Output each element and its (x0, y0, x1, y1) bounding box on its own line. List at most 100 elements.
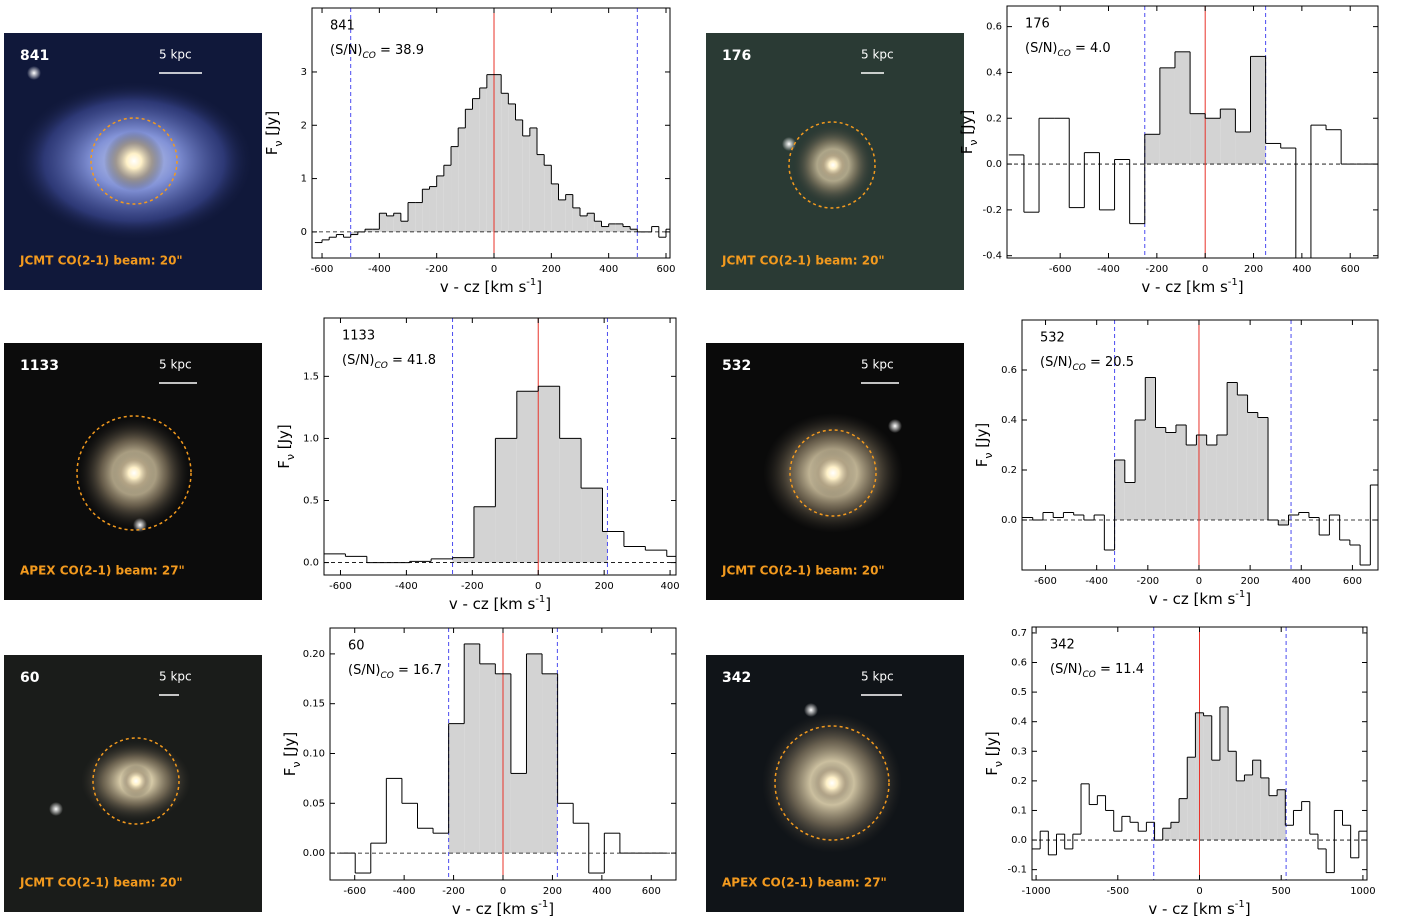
galaxy-core (104, 131, 164, 191)
sn-subscript: CO (1058, 49, 1071, 59)
sn-label: (S/N) (1050, 662, 1083, 677)
y-tick-label: 0.0 (1011, 835, 1027, 846)
x-tick-label: 0 (500, 886, 506, 897)
annotation-sn: (S/N)CO = 16.7 (348, 663, 442, 681)
galaxy-image: 532 5 kpc JCMT CO(2-1) beam: 20" (706, 343, 964, 600)
shaded-flux (538, 386, 560, 563)
y-axis-label: Fν [Jy] (275, 424, 297, 469)
shaded-flux (495, 438, 517, 563)
shaded-flux (1260, 777, 1269, 841)
shaded-flux (522, 135, 530, 232)
beam-label: JCMT CO(2-1) beam: 20" (721, 564, 885, 578)
y-tick-label: 1.0 (303, 433, 319, 444)
y-tick-label: 0.4 (1001, 415, 1017, 426)
shaded-flux (1288, 515, 1292, 520)
star (888, 419, 902, 433)
beam-label: APEX CO(2-1) beam: 27" (722, 876, 887, 890)
x-label-text: v - cz [km s (452, 900, 539, 918)
y-tick-label: 0.4 (986, 67, 1002, 78)
scale-label: 5 kpc (861, 670, 894, 684)
scale-label: 5 kpc (159, 48, 192, 62)
x-tick-label: -400 (368, 264, 391, 275)
shaded-flux (1219, 706, 1229, 841)
shaded-flux (1203, 715, 1212, 841)
scale-label: 5 kpc (861, 358, 894, 372)
x-axis-label: v - cz [km s-1] (1149, 589, 1251, 608)
y-tick-label: 1.5 (303, 371, 319, 382)
x-tick-label: 200 (1241, 576, 1260, 587)
axes-frame (1021, 319, 1379, 571)
x-label-sup: -1 (1228, 277, 1238, 288)
shaded-flux (1252, 760, 1261, 841)
galaxy-id: 532 (722, 358, 751, 374)
shaded-flux (458, 127, 466, 232)
y-tick-label: -0.1 (1007, 865, 1027, 876)
sn-subscript: CO (1083, 670, 1096, 680)
sn-label: (S/N) (1025, 41, 1058, 56)
sn-value: = 16.7 (394, 663, 442, 678)
shaded-flux (408, 202, 416, 232)
x-label-sup: -1 (1235, 589, 1245, 600)
shaded-flux (1165, 432, 1176, 520)
y-tick-label: 0.2 (986, 113, 1002, 124)
axes-frame (311, 7, 671, 259)
y-axis-label: Fν [Jy] (983, 731, 1005, 776)
annotation-id: 342 (1050, 638, 1075, 653)
y-label-text: [Jy] (958, 110, 976, 140)
shaded-flux (1227, 382, 1238, 520)
shaded-flux (464, 643, 480, 854)
x-tick-label: 200 (595, 581, 614, 592)
shaded-flux (594, 221, 602, 232)
y-tick-label: 0.0 (303, 558, 319, 569)
shaded-flux (544, 165, 552, 232)
shaded-flux (516, 391, 539, 563)
y-tick-label: -0.2 (982, 205, 1002, 216)
x-label-text: ] (545, 595, 551, 613)
shaded-flux (1277, 789, 1286, 841)
shaded-flux (1206, 445, 1217, 520)
plot-area (324, 318, 676, 575)
x-axis-label: v - cz [km s-1] (449, 594, 551, 613)
x-label-sup: -1 (538, 899, 548, 910)
shaded-flux (1175, 425, 1187, 520)
y-tick-label: 0.15 (303, 699, 325, 710)
x-axis-label: v - cz [km s-1] (440, 277, 542, 296)
beam-label: APEX CO(2-1) beam: 27" (20, 564, 185, 578)
shaded-flux (559, 438, 582, 563)
shaded-flux (379, 213, 387, 232)
sn-subscript: CO (381, 671, 394, 681)
beam-label: JCMT CO(2-1) beam: 20" (721, 254, 885, 268)
beam-circle (76, 415, 192, 531)
x-label-text: ] (1238, 278, 1244, 296)
galaxy-core (817, 149, 849, 181)
shaded-flux (372, 229, 380, 232)
x-tick-label: 600 (656, 264, 675, 275)
y-tick-label: 0.20 (303, 649, 325, 660)
x-tick-label: -1000 (1022, 886, 1051, 897)
shaded-flux (422, 189, 430, 232)
x-axis-label: v - cz [km s-1] (452, 899, 554, 918)
galaxy-image: 1133 5 kpc APEX CO(2-1) beam: 27" (4, 343, 262, 600)
beam-circle (92, 737, 180, 825)
x-tick-label: 400 (599, 264, 618, 275)
plot-area (312, 8, 670, 258)
shaded-flux (581, 488, 603, 563)
x-tick-label: -500 (1106, 886, 1129, 897)
shaded-flux (479, 663, 496, 854)
galaxy-core (809, 449, 857, 497)
annotation-sn: (S/N)CO = 11.4 (1050, 662, 1144, 680)
y-tick-label: 0.2 (1001, 465, 1017, 476)
y-tick-label: 0.5 (303, 496, 319, 507)
shaded-flux (1155, 427, 1166, 520)
x-tick-label: -400 (1085, 576, 1108, 587)
x-tick-label: -200 (1136, 576, 1159, 587)
shaded-flux (365, 229, 373, 232)
annotation-id: 532 (1040, 331, 1065, 346)
shaded-flux (615, 223, 623, 232)
shaded-flux (601, 226, 609, 232)
x-tick-label: 600 (642, 886, 661, 897)
x-label-text: v - cz [km s (440, 278, 527, 296)
y-label-text: F (275, 460, 293, 469)
x-tick-label: -200 (1145, 264, 1168, 275)
